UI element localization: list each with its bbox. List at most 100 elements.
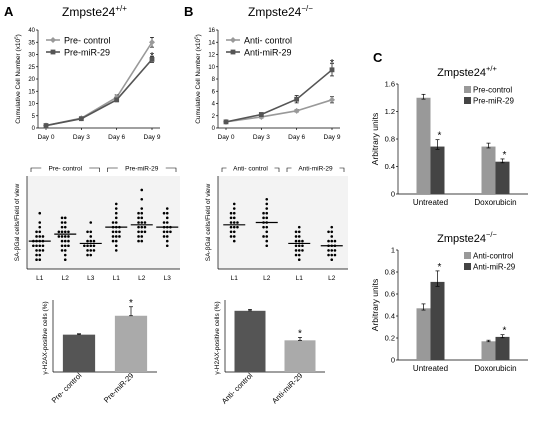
b-scatter-y-axis-label: SA-βGal cells/Field of view xyxy=(205,183,212,261)
b-growth-y-tick-label: 8 xyxy=(212,77,216,83)
a-scatter-point xyxy=(60,244,64,248)
b-scatter-point xyxy=(265,235,269,238)
c-bottom-bar-1-0 xyxy=(481,341,496,360)
a-scatter-point xyxy=(140,188,144,192)
a-scatter-point xyxy=(57,235,61,238)
a-scatter-point xyxy=(169,230,172,234)
a-scatter-point xyxy=(165,211,169,215)
a-bar-x-tick-label-0: Pre- control xyxy=(50,371,84,405)
b-scatter-point xyxy=(265,197,269,201)
b-scatter-x-tick-label: L2 xyxy=(263,275,271,282)
b-growth-y-tick-label: 10 xyxy=(208,65,215,71)
b-scatter-point xyxy=(265,211,269,215)
a-scatter-group-label-1: Pre-miR-29 xyxy=(125,166,159,173)
b-growth-legend-marker-0 xyxy=(230,37,236,43)
b-scatter-group-label-bg-1 xyxy=(291,163,340,172)
a-growth-series-1-point xyxy=(149,57,155,62)
a-scatter-point xyxy=(89,239,93,243)
c-bottom-bar-0-0 xyxy=(416,308,431,360)
a-scatter-point xyxy=(83,244,86,248)
c-bottom-title: Zmpste24−/− xyxy=(437,230,497,245)
b-scatter-point xyxy=(265,202,269,206)
a-growth-x-tick-label: Day 3 xyxy=(73,134,90,141)
a-scatter-point xyxy=(89,221,93,224)
a-scatter-point xyxy=(140,230,144,234)
a-scatter-point xyxy=(165,230,169,234)
c-bottom-y-axis-label: Arbitrary units xyxy=(370,279,380,331)
b-scatter-point xyxy=(333,239,337,243)
a-scatter-point xyxy=(57,230,61,234)
b-growth-y-tick-label: 4 xyxy=(212,102,216,108)
a-scatter-point xyxy=(89,235,93,238)
a-scatter-point xyxy=(38,235,42,238)
a-bar-y-axis-label: γ-H2AX-positive cells (%) xyxy=(42,301,49,374)
b-scatter-point xyxy=(262,225,265,229)
a-scatter-point xyxy=(35,258,38,262)
a-growth-legend-label-1: Pre-miR-29 xyxy=(64,48,110,58)
a-scatter-point xyxy=(86,253,89,257)
a-scatter-point xyxy=(38,225,42,229)
b-growth-y-tick-label: 12 xyxy=(208,53,215,59)
b-scatter-point xyxy=(232,225,236,229)
c-bottom-y-tick-label: 1 xyxy=(391,246,395,255)
a-scatter-point xyxy=(137,235,140,238)
b-scatter-point xyxy=(297,235,301,238)
a-scatter-point xyxy=(60,239,64,243)
a-scatter-point xyxy=(114,249,118,252)
a-scatter-point xyxy=(162,235,166,238)
b-scatter-point xyxy=(333,249,337,252)
b-bar-bar-0 xyxy=(234,310,266,372)
a-scatter-point xyxy=(114,207,118,210)
a-scatter-point xyxy=(165,221,169,224)
b-scatter-point xyxy=(229,211,233,215)
a-scatter-point xyxy=(86,244,89,248)
a-scatter-point xyxy=(92,239,96,243)
b-scatter-point xyxy=(229,216,233,220)
c-bottom-x-tick-label: Doxorubicin xyxy=(474,364,516,373)
a-scatter-point xyxy=(38,249,42,252)
a-scatter-x-tick-label: L1 xyxy=(36,275,44,282)
c-top-significance-star: * xyxy=(503,150,507,161)
b-scatter-point xyxy=(236,225,239,229)
c-bottom-y-tick-label: 0.8 xyxy=(385,268,395,277)
a-scatter-point xyxy=(38,258,42,262)
b-scatter-point xyxy=(333,253,337,257)
c-bottom-y-tick-label: 0 xyxy=(391,356,395,365)
b-scatter-point xyxy=(232,202,236,206)
a-scatter-point xyxy=(89,253,93,257)
b-scatter-point xyxy=(265,244,269,248)
b-scatter-point xyxy=(330,253,334,257)
b-growth-x-tick-label: Day 3 xyxy=(253,134,270,141)
a-growth-series-1-point xyxy=(78,116,84,122)
c-top-x-tick-label: Doxorubicin xyxy=(474,198,516,207)
a-scatter-point xyxy=(140,239,144,243)
a-scatter-y-axis-label: SA-βGal cells/Field of view xyxy=(14,183,21,261)
a-growth-y-axis-label: Cumulative Cell Number (x105) xyxy=(14,34,23,124)
b-scatter-point xyxy=(297,258,301,262)
a-scatter-point xyxy=(60,235,64,238)
panel-b-sabgal-scatter: SA-βGal cells/Field of view Anti- control… xyxy=(205,163,348,282)
b-scatter-point xyxy=(327,253,330,257)
a-scatter-point xyxy=(63,253,67,257)
b-scatter-x-tick-label: L1 xyxy=(231,275,239,282)
b-scatter-point xyxy=(294,230,298,234)
b-scatter-point xyxy=(265,207,269,210)
c-bottom-significance-star: * xyxy=(438,262,442,273)
b-scatter-point xyxy=(327,249,330,252)
a-scatter-point xyxy=(118,235,121,238)
b-scatter-point xyxy=(265,239,269,243)
a-scatter-point xyxy=(41,249,45,252)
a-scatter-point xyxy=(162,230,166,234)
a-scatter-point xyxy=(143,230,147,234)
a-scatter-point xyxy=(63,235,67,238)
a-scatter-plot-background xyxy=(27,176,180,269)
a-growth-y-tick-label: 10 xyxy=(28,102,35,108)
a-bar-significance-star: * xyxy=(129,298,133,309)
b-growth-series-1-point xyxy=(223,119,229,125)
b-scatter-plot-background xyxy=(218,176,348,269)
a-scatter-point xyxy=(165,244,169,248)
c-bottom-bar-1-1 xyxy=(495,336,510,360)
b-scatter-x-tick-label: L2 xyxy=(328,275,336,282)
b-scatter-point xyxy=(330,258,334,262)
